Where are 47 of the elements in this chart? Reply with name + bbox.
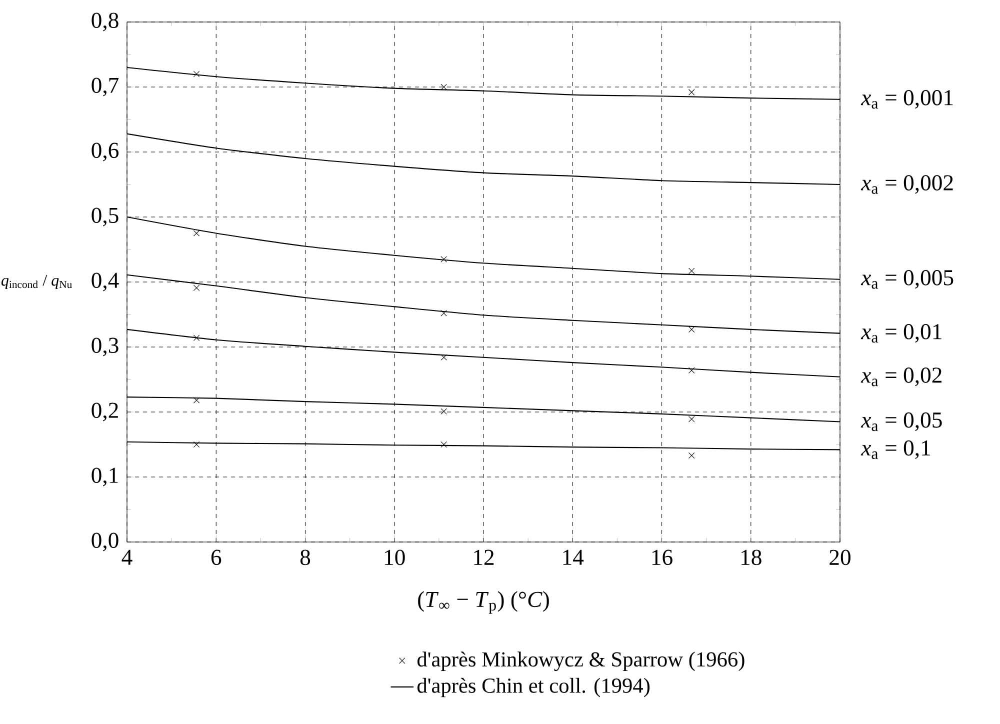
point (193, 230, 200, 236)
x-tick-label: 16 (652, 550, 672, 566)
x-tick-label: 14 (563, 550, 584, 565)
x-tick-label: 6 (211, 550, 222, 566)
point (688, 452, 695, 459)
text: d'après Chin et coll. (1994) (417, 678, 650, 698)
point (193, 334, 200, 341)
y-tick-label: 0,7 (92, 78, 119, 96)
x-tick-label: 18 (742, 550, 762, 566)
x-tick-label: 4 (122, 550, 132, 565)
x-tick-label: 10 (385, 550, 405, 566)
point (193, 397, 200, 404)
text: (T$_{∞}$ − T$_{p}$) (°C) (418, 591, 549, 614)
point (440, 354, 447, 360)
y-tick-label: 0,2 (92, 402, 118, 422)
y-tick-label: 0,5 (92, 208, 118, 226)
y-tick-label: 0,4 (92, 272, 119, 292)
y-tick-label: 0,6 (92, 142, 119, 162)
x-tick-label: 12 (474, 550, 494, 565)
legend-label: d'après Minkowycz & Sparrow (1966) (417, 652, 744, 672)
point (688, 89, 695, 96)
point (440, 441, 447, 448)
y-tick-label: 0,1 (92, 468, 118, 486)
y-tick-label: 0,8 (92, 12, 118, 32)
series-label: x$_{a}$ = 0,01 (860, 324, 942, 343)
x-tick-label: 20 (830, 550, 850, 566)
y-tick-label: 0,3 (92, 338, 118, 356)
point (193, 70, 200, 78)
point (440, 84, 447, 90)
series-label: x$_{a}$ = 0,005 (860, 270, 954, 289)
point (688, 268, 695, 274)
series-label: x$_{a}$ = 0,001 (860, 90, 953, 109)
point (440, 310, 447, 316)
y-tick-label: 0,0 (92, 532, 118, 552)
point (688, 326, 695, 333)
series-label: x$_{a}$ = 0,1 (860, 440, 930, 460)
series-label: x$_{a}$ = 0,002 (860, 175, 953, 194)
point (193, 441, 200, 448)
x-tick-label: 8 (300, 550, 310, 566)
series-label: x$_{a}$ = 0,05 (860, 412, 942, 432)
point (688, 367, 695, 374)
point (440, 256, 447, 262)
point (193, 284, 200, 291)
point (440, 408, 447, 414)
point (688, 416, 695, 422)
y-axis-title: q$_{incond}$ / q$_{Nu}$ (1, 275, 72, 289)
series-label: x$_{a}$ = 0,02 (860, 368, 942, 386)
